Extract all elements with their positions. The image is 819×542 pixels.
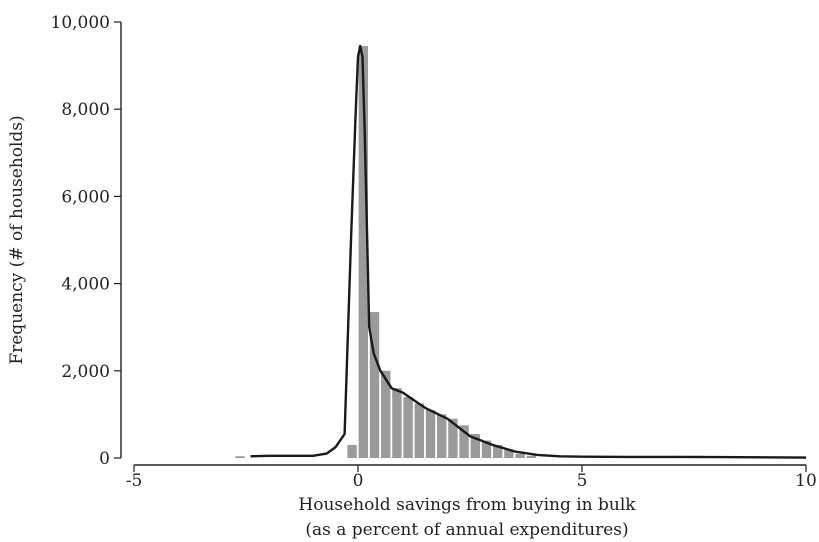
histogram-bar bbox=[504, 449, 514, 458]
histogram-bar bbox=[392, 388, 402, 458]
histogram-bar bbox=[470, 434, 480, 458]
histogram-bar bbox=[515, 453, 525, 458]
histogram-bar bbox=[403, 396, 413, 458]
histogram-bar bbox=[347, 444, 357, 458]
histogram-bar bbox=[369, 311, 380, 458]
histogram-bar bbox=[437, 414, 447, 458]
x-tick-label: 10 bbox=[795, 471, 817, 491]
y-tick-label: 2,000 bbox=[61, 362, 110, 382]
x-axis-ticks: -5 0 5 10 bbox=[126, 465, 817, 491]
histogram-bar bbox=[448, 418, 458, 458]
histogram-bar bbox=[481, 440, 492, 458]
x-tick-label: -5 bbox=[126, 471, 143, 491]
histogram-bar bbox=[381, 370, 391, 458]
y-tick-label: 10,000 bbox=[51, 13, 110, 33]
y-tick-label: 4,000 bbox=[61, 275, 110, 295]
y-tick-label: 8,000 bbox=[61, 100, 110, 120]
y-tick-label: 6,000 bbox=[61, 187, 110, 207]
density-curve bbox=[250, 44, 807, 459]
histogram-bar bbox=[235, 456, 245, 458]
y-axis-ticks: 0 2,000 4,000 6,000 8,000 10,000 bbox=[51, 13, 121, 469]
x-axis-label: Household savings from buying in bulk bbox=[298, 495, 636, 515]
histogram-bar bbox=[358, 45, 368, 458]
x-tick-label: 5 bbox=[577, 471, 588, 491]
histogram-bar bbox=[459, 425, 469, 458]
histogram-bar bbox=[493, 444, 503, 458]
y-tick-label: 0 bbox=[99, 449, 110, 469]
histogram-bar bbox=[414, 403, 424, 458]
x-tick-label: 0 bbox=[353, 471, 364, 491]
x-axis-label-line2: (as a percent of annual expenditures) bbox=[305, 520, 628, 540]
histogram-bar bbox=[425, 410, 436, 458]
histogram-bars bbox=[235, 45, 760, 458]
y-axis-label: Frequency (# of households) bbox=[7, 115, 27, 364]
histogram-bar bbox=[526, 455, 536, 458]
